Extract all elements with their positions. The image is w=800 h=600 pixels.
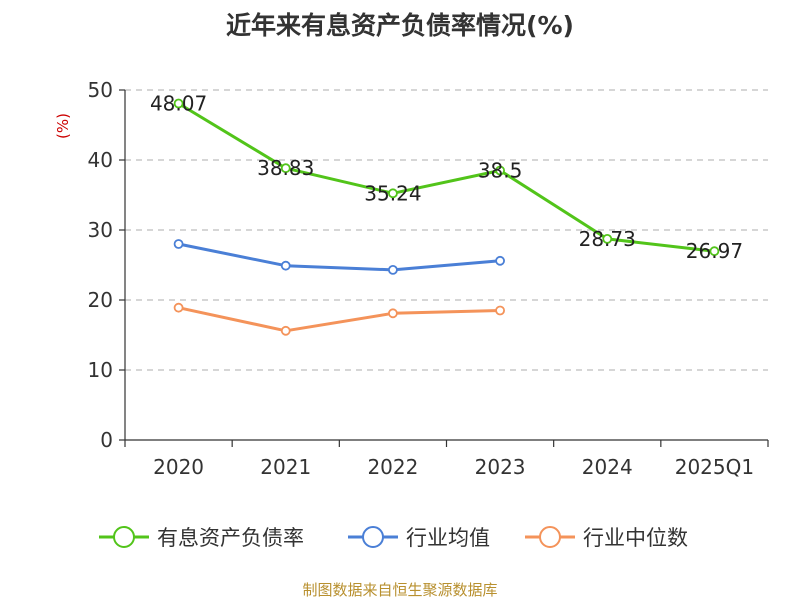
x-tick-label-2021: 2021 <box>260 455 311 479</box>
series-2 <box>173 302 505 336</box>
data-point-0-0 <box>173 98 184 109</box>
y-tick-label-30: 30 <box>88 218 113 242</box>
data-source-note: 制图数据来自恒生聚源数据库 <box>302 581 498 599</box>
x-axis-ticks: 2020 2021 2022 2023 2024 2025Q1 <box>124 440 769 479</box>
y-tick-label-40: 40 <box>88 148 113 172</box>
data-point-0-4 <box>602 233 613 244</box>
legend-item-0[interactable]: 有息资产负债率 <box>99 526 304 550</box>
y-axis-ticks: 0 10 20 30 40 50 <box>88 78 125 452</box>
legend-label-1: 行业均值 <box>406 526 490 550</box>
series-line-2 <box>178 306 501 333</box>
data-label-1: 38.83 <box>257 156 314 180</box>
data-point-1-2 <box>388 264 398 275</box>
series-line-1 <box>178 242 501 272</box>
legend-marker-0 <box>113 526 135 548</box>
chart-title: 近年来有息资产负债率情况(%) <box>226 11 574 40</box>
data-point-0-5 <box>709 246 720 257</box>
x-tick-label-2025Q1: 2025Q1 <box>675 455 754 479</box>
y-tick-label-0: 0 <box>100 428 113 452</box>
y-tick-label-10: 10 <box>88 358 113 382</box>
data-label-2: 35.24 <box>364 181 421 205</box>
data-point-2-1 <box>280 325 291 336</box>
data-point-1-3 <box>495 255 505 266</box>
x-tick-label-2023: 2023 <box>475 455 526 479</box>
data-label-0: 48.07 <box>150 92 207 116</box>
series-0: 48.07 38.83 35.24 38.5 28.73 26.97 <box>150 92 743 264</box>
data-point-2-2 <box>388 308 398 319</box>
legend-marker-1 <box>362 526 384 548</box>
series-group: 48.07 38.83 35.24 38.5 28.73 26.97 <box>150 92 743 336</box>
x-tick-label-2022: 2022 <box>367 455 418 479</box>
legend-label-2: 行业中位数 <box>583 526 688 550</box>
grid-lines <box>125 89 768 371</box>
data-point-0-3 <box>495 165 505 176</box>
y-tick-label-20: 20 <box>88 288 113 312</box>
x-tick-label-2024: 2024 <box>582 455 633 479</box>
data-point-1-1 <box>280 260 291 271</box>
legend-item-2[interactable]: 行业中位数 <box>525 526 688 550</box>
x-tick-label-2020: 2020 <box>153 455 204 479</box>
legend-label-0: 有息资产负债率 <box>157 526 304 550</box>
legend-item-1[interactable]: 行业均值 <box>348 526 490 550</box>
data-point-1-0 <box>173 239 184 249</box>
series-line-0 <box>177 102 715 253</box>
data-label-4: 28.73 <box>579 227 636 251</box>
data-point-0-2 <box>388 188 398 199</box>
data-label-3: 38.5 <box>478 159 523 183</box>
legend-marker-2 <box>539 526 561 548</box>
y-tick-label-50: 50 <box>88 78 113 102</box>
y-axis-label: (%) <box>54 113 72 139</box>
legend[interactable]: 有息资产负债率 行业均值 行业中位数 <box>99 526 688 550</box>
data-point-0-1 <box>280 163 291 174</box>
data-point-2-3 <box>495 305 505 316</box>
data-point-2-0 <box>173 302 184 313</box>
series-1 <box>173 239 505 275</box>
data-label-5: 26.97 <box>686 239 743 263</box>
